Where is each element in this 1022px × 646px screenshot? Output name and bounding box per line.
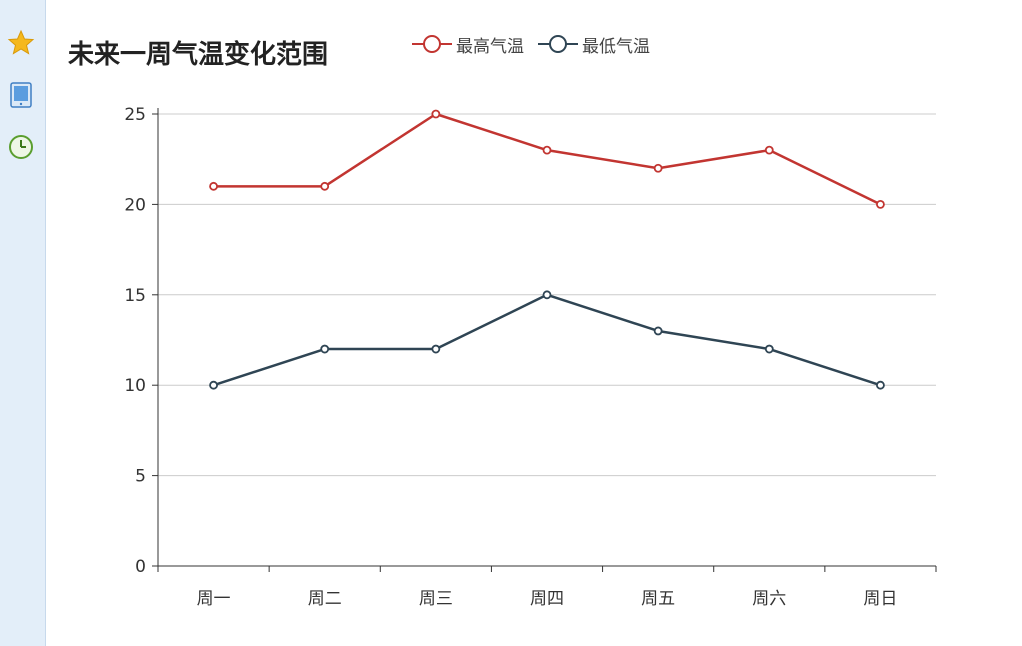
legend-label-low: 最低气温 (582, 36, 650, 57)
chart-area: 0 5 10 15 20 25 周一 周二 周三 周四 周五 周六 周日 未来一周气温变化范围 最高气温… (46, 0, 1022, 646)
data-point-high (209, 181, 218, 191)
x-tick-label: 周二 (308, 589, 342, 609)
y-tick-label: 10 (124, 376, 146, 396)
y-tick-label: 25 (124, 105, 146, 125)
y-tick-label: 20 (124, 195, 146, 215)
legend-label-high: 最高气温 (456, 36, 524, 57)
clock-icon (9, 135, 33, 159)
legend-item-low[interactable]: 最低气温 (538, 32, 650, 57)
favorite-button[interactable] (6, 28, 36, 58)
data-point-low (209, 380, 218, 390)
data-point-high (653, 163, 663, 173)
data-point-low (653, 326, 663, 336)
data-point-high (320, 181, 330, 191)
chart-title: 未来一周气温变化范围 (68, 40, 329, 70)
y-tick-label: 0 (135, 557, 146, 577)
series-line-high (213, 112, 881, 206)
line-chart: 0 5 10 15 20 25 周一 周二 周三 周四 周五 周六 周日 (124, 105, 937, 609)
legend-marker-low (538, 35, 578, 53)
data-point-high (876, 199, 885, 209)
data-point-low (431, 344, 441, 354)
legend: 最高气温 最低气温 (412, 30, 664, 58)
x-tick-label: 周日 (863, 589, 897, 609)
tablet-button[interactable] (6, 80, 36, 110)
sidebar (0, 0, 46, 646)
y-tick-label: 5 (135, 467, 146, 487)
x-tick-label: 周四 (530, 589, 564, 609)
data-point-low (764, 344, 774, 354)
data-point-high (431, 109, 441, 119)
history-button[interactable] (6, 132, 36, 162)
data-point-high (764, 145, 774, 155)
y-tick-label: 15 (124, 286, 146, 306)
legend-marker-high (412, 35, 452, 53)
star-icon (7, 29, 35, 55)
data-point-low (876, 380, 885, 390)
series-line-low (213, 293, 881, 387)
legend-item-high[interactable]: 最高气温 (412, 32, 524, 57)
data-point-low (320, 344, 330, 354)
x-tick-label: 周六 (752, 589, 786, 609)
data-point-high (542, 145, 552, 155)
data-point-low (542, 290, 552, 300)
x-tick-label: 周一 (197, 589, 231, 609)
x-tick-label: 周三 (419, 589, 453, 609)
x-tick-label: 周五 (641, 589, 675, 609)
tablet-icon (10, 82, 32, 108)
